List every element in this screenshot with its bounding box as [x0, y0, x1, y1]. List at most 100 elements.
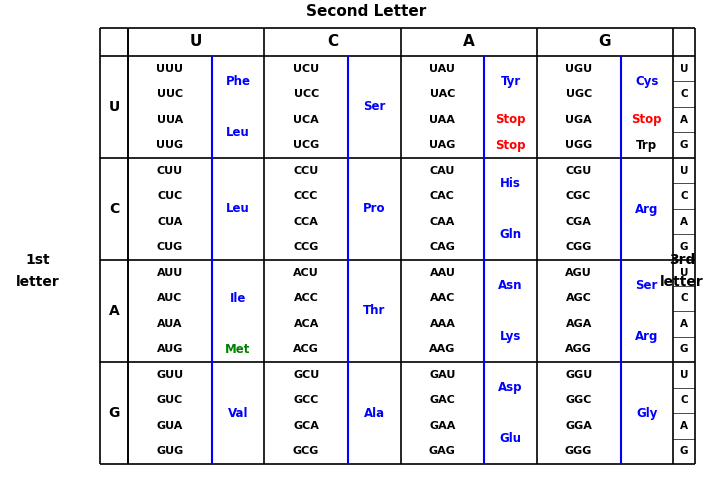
- Text: CUA: CUA: [157, 217, 182, 227]
- Text: Val: Val: [228, 406, 248, 419]
- Text: AUU: AUU: [157, 268, 183, 278]
- Text: Glu: Glu: [500, 432, 521, 445]
- Text: GGU: GGU: [565, 370, 592, 380]
- Text: G: G: [599, 35, 611, 50]
- Text: AAU: AAU: [429, 268, 456, 278]
- Text: GCU: GCU: [293, 370, 319, 380]
- Text: GAA: GAA: [429, 421, 456, 431]
- Text: Stop: Stop: [496, 139, 525, 152]
- Text: Ser: Ser: [636, 279, 658, 292]
- Text: Phe: Phe: [226, 75, 251, 88]
- Text: AGG: AGG: [565, 344, 592, 354]
- Text: Second Letter: Second Letter: [306, 4, 426, 19]
- Text: U: U: [680, 64, 689, 74]
- Text: CGA: CGA: [566, 217, 592, 227]
- Text: His: His: [500, 177, 521, 190]
- Text: 1st: 1st: [26, 253, 51, 267]
- Text: A: A: [680, 115, 688, 125]
- Text: Tyr: Tyr: [501, 75, 520, 88]
- Text: A: A: [463, 35, 474, 50]
- Text: GCA: GCA: [293, 421, 319, 431]
- Text: UCU: UCU: [293, 64, 319, 74]
- Text: C: C: [680, 293, 688, 303]
- Text: ACG: ACG: [293, 344, 319, 354]
- Text: AAC: AAC: [430, 293, 455, 303]
- Text: GAG: GAG: [429, 446, 456, 456]
- Text: G: G: [680, 446, 689, 456]
- Text: CUU: CUU: [157, 166, 183, 176]
- Text: C: C: [680, 89, 688, 99]
- Text: Arg: Arg: [635, 203, 659, 215]
- Text: Pro: Pro: [363, 203, 385, 215]
- Text: letter: letter: [16, 275, 60, 289]
- Text: GGC: GGC: [565, 395, 592, 405]
- Text: G: G: [680, 140, 689, 150]
- Text: UCA: UCA: [293, 115, 319, 125]
- Text: U: U: [680, 268, 689, 278]
- Text: Gln: Gln: [499, 228, 522, 241]
- Text: CCA: CCA: [294, 217, 318, 227]
- Text: AUA: AUA: [157, 319, 183, 329]
- Text: AGC: AGC: [566, 293, 592, 303]
- Text: Stop: Stop: [632, 113, 662, 126]
- Text: Asp: Asp: [498, 381, 523, 394]
- Text: CAU: CAU: [430, 166, 455, 176]
- Text: Trp: Trp: [637, 139, 657, 152]
- Text: Lys: Lys: [500, 330, 521, 343]
- Text: UUU: UUU: [157, 64, 184, 74]
- Text: GGG: GGG: [565, 446, 592, 456]
- Text: letter: letter: [660, 275, 704, 289]
- Text: G: G: [680, 242, 689, 252]
- Text: UGG: UGG: [565, 140, 592, 150]
- Text: U: U: [190, 35, 202, 50]
- Text: UCC: UCC: [293, 89, 319, 99]
- Text: Thr: Thr: [363, 305, 385, 317]
- Text: UUC: UUC: [157, 89, 183, 99]
- Text: UGC: UGC: [565, 89, 592, 99]
- Text: Leu: Leu: [226, 203, 250, 215]
- Text: AGU: AGU: [565, 268, 592, 278]
- Text: Cys: Cys: [635, 75, 659, 88]
- Text: C: C: [680, 395, 688, 405]
- Text: Met: Met: [225, 343, 251, 356]
- Text: UUA: UUA: [157, 115, 183, 125]
- Text: ACU: ACU: [293, 268, 319, 278]
- Text: GUG: GUG: [156, 446, 184, 456]
- Text: A: A: [680, 421, 688, 431]
- Text: AAA: AAA: [429, 319, 456, 329]
- Text: Arg: Arg: [635, 330, 659, 343]
- Text: CUG: CUG: [157, 242, 183, 252]
- Text: CCU: CCU: [293, 166, 319, 176]
- Text: GUU: GUU: [157, 370, 184, 380]
- Text: A: A: [109, 304, 120, 318]
- Text: UUG: UUG: [157, 140, 184, 150]
- Text: Gly: Gly: [636, 406, 657, 419]
- Text: Asn: Asn: [498, 279, 523, 292]
- Text: C: C: [109, 202, 119, 216]
- Text: AGA: AGA: [565, 319, 592, 329]
- Text: CCG: CCG: [293, 242, 319, 252]
- Text: CUC: CUC: [157, 191, 182, 201]
- Text: GGA: GGA: [565, 421, 592, 431]
- Text: Stop: Stop: [496, 113, 525, 126]
- Text: U: U: [680, 166, 689, 176]
- Text: UCG: UCG: [293, 140, 319, 150]
- Text: CCC: CCC: [294, 191, 318, 201]
- Text: G: G: [680, 344, 689, 354]
- Text: ACC: ACC: [294, 293, 318, 303]
- Text: CAC: CAC: [430, 191, 455, 201]
- Text: U: U: [108, 100, 120, 114]
- Text: UAU: UAU: [429, 64, 456, 74]
- Text: Ser: Ser: [363, 101, 385, 114]
- Text: CGG: CGG: [565, 242, 592, 252]
- Text: ACA: ACA: [293, 319, 319, 329]
- Text: C: C: [680, 191, 688, 201]
- Text: CGU: CGU: [565, 166, 592, 176]
- Text: GUA: GUA: [157, 421, 183, 431]
- Text: UAA: UAA: [429, 115, 456, 125]
- Text: A: A: [680, 319, 688, 329]
- Text: GCC: GCC: [293, 395, 319, 405]
- Text: GCG: GCG: [293, 446, 320, 456]
- Text: 3rd: 3rd: [669, 253, 695, 267]
- Text: AAG: AAG: [429, 344, 456, 354]
